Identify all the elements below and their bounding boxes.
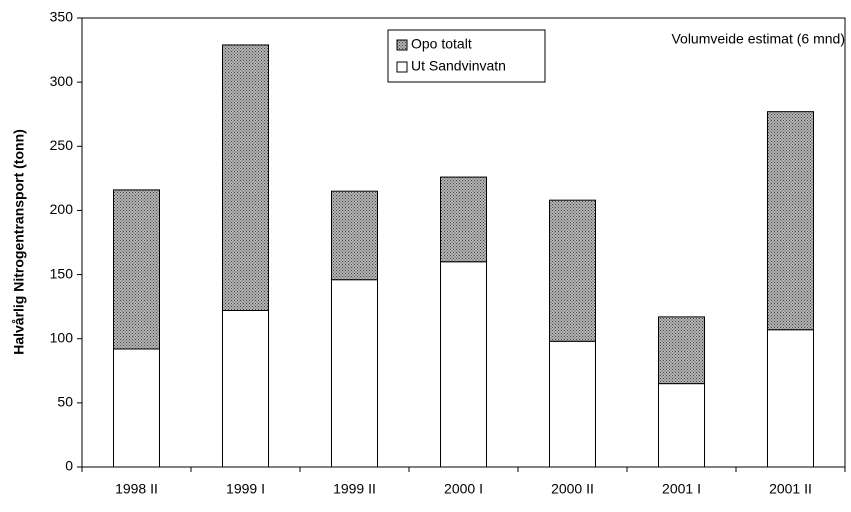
bar-segment — [767, 329, 814, 468]
y-tick-label: 0 — [65, 458, 73, 474]
x-tick-label: 2000 II — [551, 481, 594, 497]
bar-segment — [113, 189, 160, 350]
annotation: Volumveide estimat (6 mnd) — [671, 31, 845, 47]
y-tick-label: 300 — [50, 73, 74, 89]
bar-segment — [222, 44, 269, 311]
bar-segment — [331, 279, 378, 468]
bar-segment — [549, 199, 596, 342]
bar-segment — [658, 316, 705, 385]
legend-swatch — [396, 61, 408, 73]
x-tick-label: 2001 II — [769, 481, 812, 497]
x-tick-label: 2000 I — [444, 481, 483, 497]
bar-segment — [113, 348, 160, 468]
x-tick-label: 1999 I — [226, 481, 265, 497]
y-tick-label: 350 — [50, 9, 74, 25]
bar-segment — [440, 176, 487, 263]
x-tick-label: 1999 II — [333, 481, 376, 497]
bar-segment — [440, 261, 487, 468]
bar-segment — [658, 383, 705, 468]
x-tick-label: 2001 I — [662, 481, 701, 497]
x-tick-label: 1998 II — [115, 481, 158, 497]
y-tick-label: 50 — [57, 394, 73, 410]
legend-swatch — [396, 39, 408, 51]
y-tick-label: 100 — [50, 329, 74, 345]
y-axis-label: Halvårlig Nitrogentransport (tonn) — [11, 129, 27, 355]
bar-segment — [549, 340, 596, 468]
legend-box — [387, 29, 546, 83]
bar-segment — [222, 309, 269, 468]
y-tick-label: 250 — [50, 137, 74, 153]
bar-segment — [767, 111, 814, 331]
bar-segment — [331, 190, 378, 281]
y-tick-label: 150 — [50, 265, 74, 281]
legend-label: Ut Sandvinvatn — [411, 58, 506, 74]
legend-label: Opo totalt — [411, 36, 472, 52]
y-tick-label: 200 — [50, 201, 74, 217]
